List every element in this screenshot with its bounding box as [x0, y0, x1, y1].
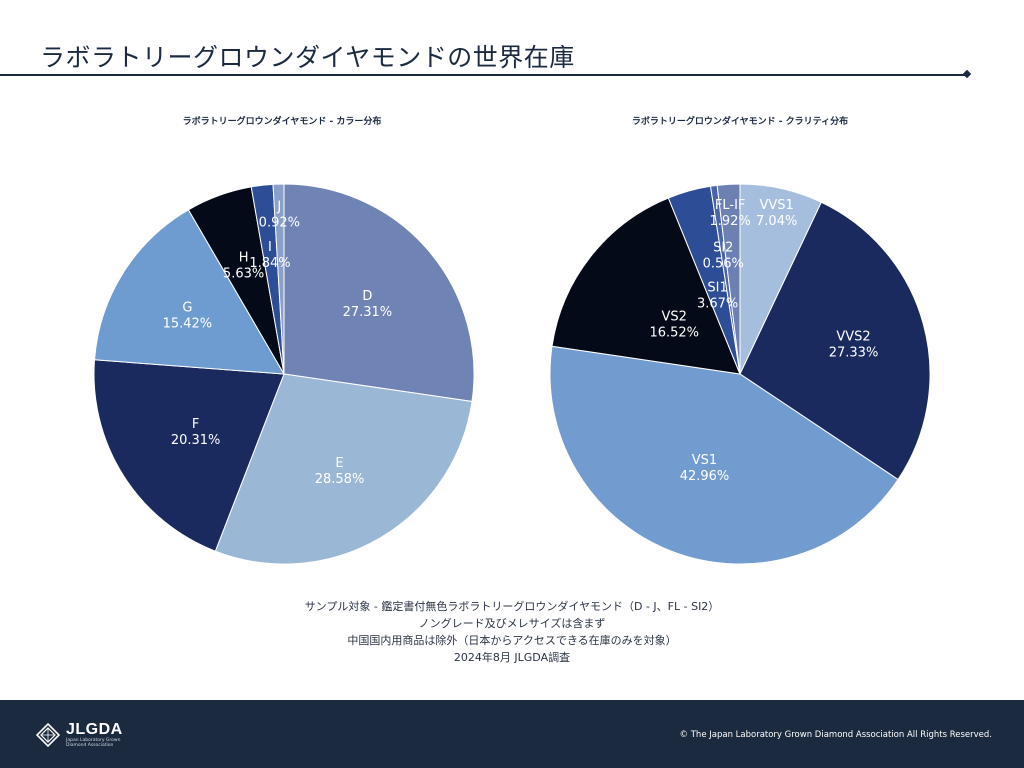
- slice-label-f: F: [192, 417, 199, 432]
- slice-label-si2: SI2: [713, 241, 733, 256]
- slice-label-vvs2: VVS2: [836, 330, 870, 345]
- color-chart-title: ラボラトリーグロウンダイヤモンド - カラー分布: [182, 117, 382, 127]
- slice-value-fl-if: 1.92%: [709, 214, 750, 229]
- slice-value-vs1: 42.96%: [680, 469, 730, 484]
- pie-slice-vvs2: [739, 201, 931, 481]
- jlgda-logo: JLGDA Japan Laboratory Grown Diamond Ass…: [36, 720, 126, 750]
- slice-label-si1: SI1: [707, 280, 727, 295]
- pie-slice-vs2: [551, 197, 741, 375]
- note-survey-date: 2024年8月 JLGDA調査: [453, 651, 571, 664]
- page-title: ラボラトリーグロウンダイヤモンドの世界在庫: [40, 43, 575, 72]
- note-exclusions: ノングレード及びメレサイズは含まず: [418, 617, 606, 630]
- footer-bar: JLGDA Japan Laboratory Grown Diamond Ass…: [0, 700, 1024, 768]
- slice-label-fl-if: FL-IF: [715, 198, 746, 213]
- slice-label-h: H: [239, 250, 249, 265]
- pie-slice-fl-if: [716, 183, 741, 375]
- slice-value-vvs2: 27.33%: [829, 346, 879, 361]
- slice-value-vvs1: 7.04%: [756, 214, 797, 229]
- pie-slice-g: [93, 209, 285, 375]
- pie-slice-j: [272, 183, 285, 375]
- copyright-text: © The Japan Laboratory Grown Diamond Ass…: [679, 730, 992, 740]
- slice-label-vs1: VS1: [692, 453, 717, 468]
- color-distribution-pie-chart: D27.31% E28.58% F20.31% G15.42% H5.63% I1.84%…: [93, 183, 475, 565]
- note-sample-scope: サンプル対象 - 鑑定書付無色ラボラトリーグロウンダイヤモンド（D - J、FL…: [304, 600, 720, 613]
- clarity-chart-title: ラボラトリーグロウンダイヤモンド - クラリティ分布: [631, 117, 849, 127]
- slice-label-e: E: [335, 456, 343, 471]
- slice-label-vs2: VS2: [662, 309, 687, 324]
- slice-value-f: 20.31%: [171, 433, 221, 448]
- slice-label-j: J: [276, 200, 281, 215]
- slice-value-vs2: 16.52%: [649, 325, 699, 340]
- slice-value-si2: 0.56%: [703, 257, 744, 272]
- logo-subtext: Japan Laboratory Grown Diamond Associati…: [66, 738, 121, 748]
- slice-label-d: D: [362, 289, 372, 304]
- title-rule: [0, 74, 966, 76]
- slice-value-e: 28.58%: [315, 472, 365, 487]
- pie-slice-vs1: [549, 345, 899, 565]
- pie-slice-e: [214, 373, 473, 565]
- slice-label-i: I: [268, 240, 272, 255]
- pie-slice-d: [283, 183, 475, 403]
- chart-notes: サンプル対象 - 鑑定書付無色ラボラトリーグロウンダイヤモンド（D - J、FL…: [0, 598, 1024, 666]
- slice-value-d: 27.31%: [343, 305, 393, 320]
- slice-label-g: G: [182, 301, 192, 316]
- slice-value-j: 0.92%: [259, 216, 300, 231]
- slice-value-si1: 3.67%: [697, 296, 738, 311]
- note-china-exclusion: 中国国内用商品は除外（日本からアクセスできる在庫のみを対象）: [347, 634, 677, 647]
- slice-value-g: 15.42%: [163, 317, 213, 332]
- logo-text: JLGDA: [66, 721, 123, 738]
- slice-value-i: 1.84%: [249, 256, 290, 271]
- slice-value-h: 5.63%: [223, 266, 264, 281]
- slice-label-vvs1: VVS1: [760, 198, 794, 213]
- pie-slice-f: [93, 359, 285, 552]
- diamond-logo-icon: [36, 723, 60, 747]
